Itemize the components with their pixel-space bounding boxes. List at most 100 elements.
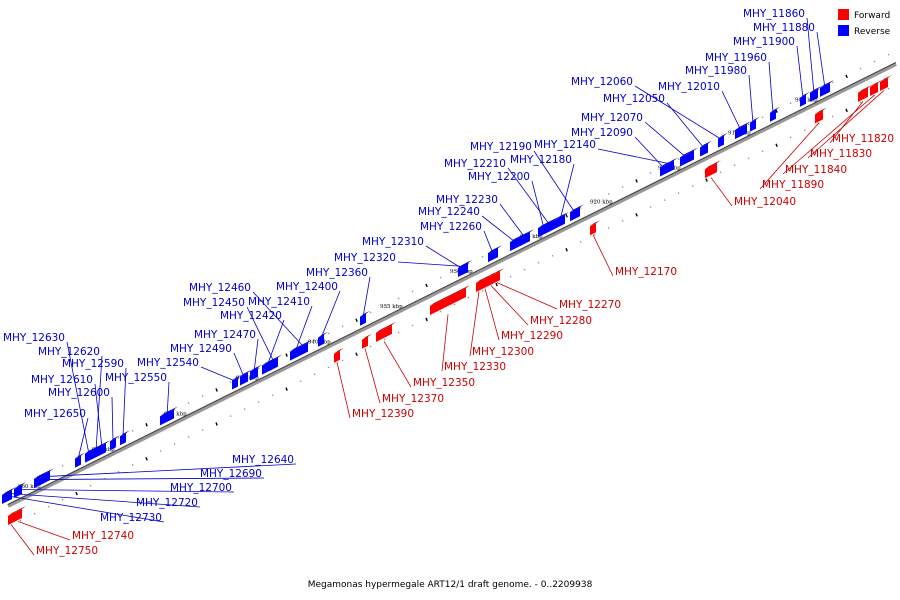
- gene-label: MHY_12140: [534, 139, 596, 151]
- leader-line: [8, 493, 201, 508]
- gene-face: [870, 82, 878, 96]
- gene-label: MHY_12070: [581, 112, 643, 124]
- gene-label: MHY_11830: [810, 148, 872, 160]
- legend-forward-swatch: [838, 9, 849, 20]
- scale-tick: [397, 331, 400, 334]
- scale-tick: [761, 150, 764, 153]
- reverse-gene: [680, 147, 698, 167]
- gene-top: [75, 452, 85, 459]
- gene-top: [555, 211, 569, 220]
- gene-top: [820, 79, 834, 88]
- scale-tick: [453, 269, 456, 272]
- scale-tick: [201, 429, 204, 431]
- gene-top: [8, 510, 18, 516]
- leader-line: [507, 167, 551, 226]
- gene-face: [232, 377, 238, 390]
- scale-tick: [467, 262, 470, 265]
- scale-tick: [803, 129, 806, 132]
- gene-top: [488, 245, 502, 254]
- scale-tick: [649, 172, 652, 174]
- figure-caption: Megamonas hypermegale ART12/1 draft geno…: [308, 580, 593, 590]
- gene-top: [362, 333, 372, 340]
- gene-top: [120, 430, 130, 437]
- gene-face: [334, 350, 340, 363]
- gene-face: [820, 82, 830, 97]
- gene-face: [2, 492, 8, 504]
- scale-tick: [705, 178, 708, 182]
- gene-top: [800, 91, 810, 98]
- gene-label: MHY_12270: [559, 299, 621, 311]
- gene-label: MHY_12290: [501, 330, 563, 342]
- gene-face: [520, 232, 530, 247]
- gene-face: [538, 222, 550, 238]
- gene-face: [14, 485, 22, 499]
- scale-tick: [411, 290, 414, 293]
- gene-top: [520, 229, 534, 238]
- scale-tick: [327, 366, 330, 369]
- gene-label: MHY_11980: [685, 65, 747, 77]
- scale-tick: [369, 345, 372, 348]
- forward-gene: [334, 347, 344, 363]
- gene-label: MHY_12190: [470, 141, 532, 153]
- gene-label: MHY_12600: [48, 387, 110, 399]
- reverse-gene: [668, 157, 678, 173]
- gene-face: [318, 334, 324, 347]
- gene-top: [482, 274, 492, 281]
- gene-label: MHY_12280: [530, 315, 592, 327]
- scale-tick: [887, 53, 890, 56]
- reverse-gene: [300, 339, 312, 356]
- kbp-label: 905 kbp: [795, 97, 818, 103]
- forward-gene: [870, 79, 882, 96]
- scale-tick: [635, 213, 638, 217]
- leader-line: [66, 341, 90, 455]
- gene-face: [880, 77, 888, 91]
- scale-tick: [355, 318, 358, 323]
- gene-face: [555, 214, 565, 229]
- gene-face: [570, 207, 580, 222]
- gene-face: [858, 87, 868, 102]
- gene-label: MHY_12650: [24, 408, 86, 420]
- reverse-gene: [800, 91, 810, 107]
- gene-face: [660, 163, 668, 177]
- forward-gene: [494, 268, 504, 284]
- forward-gene: [8, 510, 18, 525]
- scale-tick: [677, 158, 680, 161]
- gene-top: [160, 406, 178, 417]
- gene-top: [870, 79, 882, 87]
- legend-reverse-label: Reverse: [854, 27, 891, 37]
- gene-label: MHY_11960: [705, 52, 767, 64]
- scale-tick: [61, 498, 64, 501]
- scale-tick: [257, 367, 260, 370]
- leader-line: [807, 90, 885, 159]
- reverse-gene: [660, 160, 672, 177]
- forward-gene: [376, 321, 396, 342]
- scale-tick: [215, 422, 218, 426]
- gene-label: MHY_12640: [232, 454, 294, 466]
- scale-tick: [47, 505, 50, 508]
- gene-label: MHY_12540: [137, 357, 199, 369]
- leader-line: [252, 291, 305, 348]
- gene-top: [430, 285, 470, 306]
- scale-tick: [607, 192, 610, 195]
- gene-face: [770, 109, 776, 122]
- gene-label: MHY_12620: [38, 346, 100, 358]
- leader-line: [796, 45, 804, 99]
- gene-label: MHY_12370: [382, 393, 444, 405]
- kbp-label: 920 kbp: [590, 199, 613, 205]
- scale-tick: [187, 402, 190, 404]
- gene-label: MHY_11880: [753, 22, 815, 34]
- leader-line: [364, 348, 381, 404]
- leader-line: [483, 230, 494, 254]
- gene-top: [770, 106, 780, 113]
- reverse-gene: [538, 219, 554, 238]
- scale-tick: [607, 226, 610, 229]
- leader-line: [710, 177, 733, 207]
- scale-tick: [831, 115, 834, 118]
- gene-label: MHY_12450: [183, 297, 245, 309]
- leader-line: [362, 276, 371, 318]
- forward-gene: [858, 84, 872, 102]
- leader-line: [397, 261, 466, 267]
- leader-line: [816, 31, 826, 89]
- gene-top: [290, 343, 304, 352]
